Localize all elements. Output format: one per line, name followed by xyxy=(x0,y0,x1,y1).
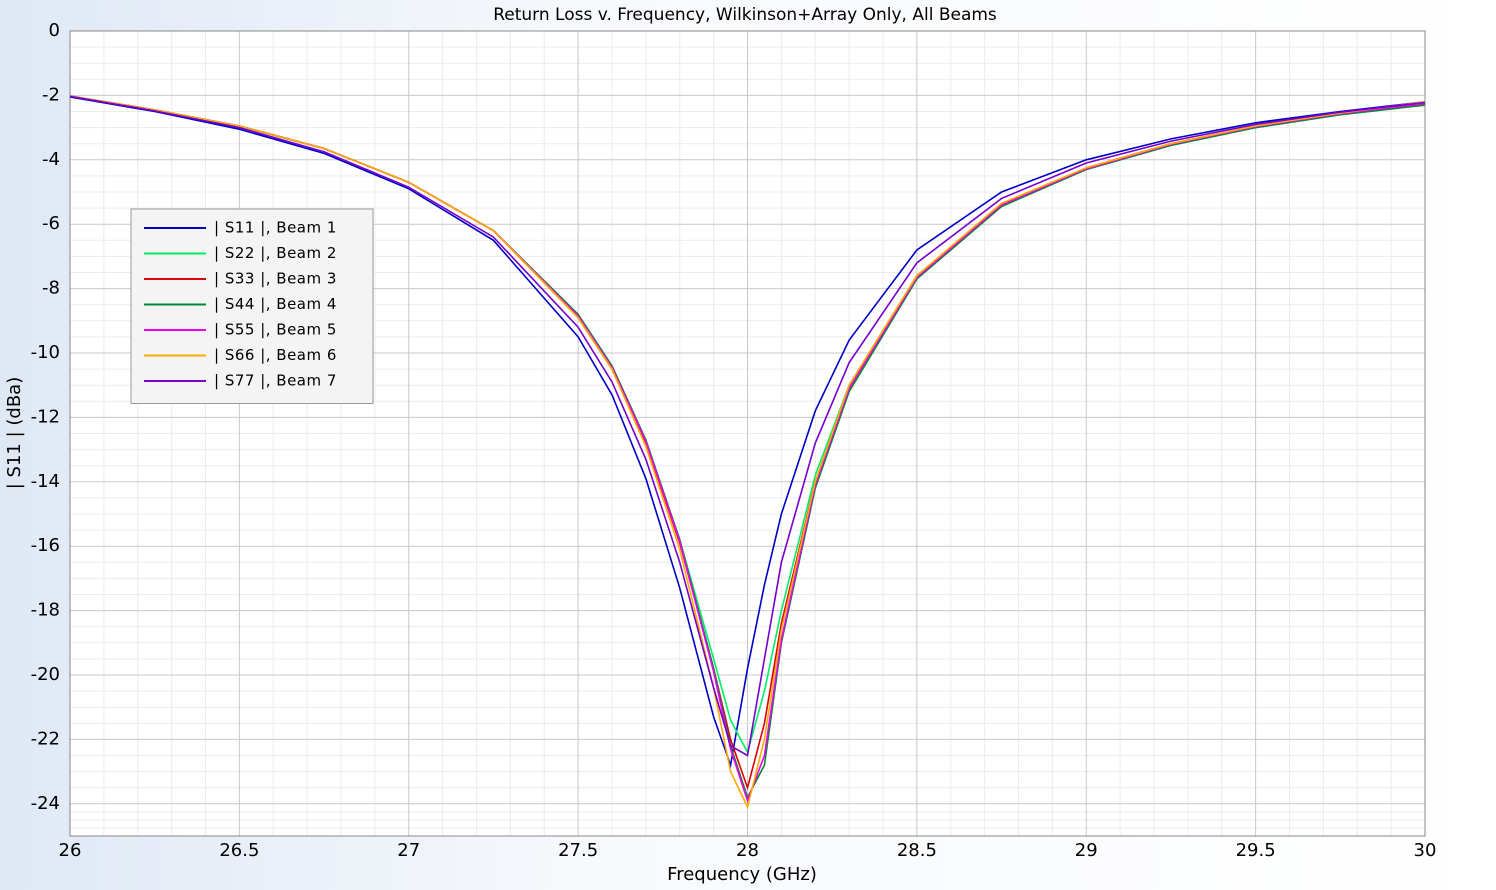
legend-label: | S66 |, Beam 6 xyxy=(214,346,337,364)
x-tick-label: 26.5 xyxy=(219,840,259,861)
x-tick-label: 26 xyxy=(59,840,82,861)
legend-label: | S22 |, Beam 2 xyxy=(214,244,337,262)
x-tick-label: 27 xyxy=(397,840,420,861)
y-tick-label: 0 xyxy=(49,20,60,41)
y-tick-label: -20 xyxy=(31,664,60,685)
x-tick-label: 29.5 xyxy=(1236,840,1276,861)
x-tick-label: 27.5 xyxy=(558,840,598,861)
legend-label: | S55 |, Beam 5 xyxy=(214,321,337,339)
legend-box xyxy=(130,208,374,404)
data-line xyxy=(69,95,1426,810)
y-tick-label: -8 xyxy=(42,278,60,299)
y-tick-label: -14 xyxy=(31,471,60,492)
y-tick-label: -10 xyxy=(31,342,60,363)
data-line xyxy=(69,96,1426,769)
y-tick-label: -12 xyxy=(31,406,60,427)
x-tick-label: 28 xyxy=(736,840,759,861)
y-tick-label: -22 xyxy=(31,728,60,749)
y-axis-label: | S11 | (dBa) xyxy=(4,377,25,489)
chart-title: Return Loss v. Frequency, Wilkinson+Arra… xyxy=(493,5,997,25)
x-tick-label: 28.5 xyxy=(897,840,937,861)
x-tick-label: 29 xyxy=(1075,840,1098,861)
legend-label: | S11 |, Beam 1 xyxy=(214,219,337,237)
y-tick-label: -6 xyxy=(42,213,60,234)
data-line xyxy=(69,95,1426,757)
legend-label: | S44 |, Beam 4 xyxy=(214,295,337,313)
y-tick-label: -18 xyxy=(31,600,60,621)
x-axis-label: Frequency (GHz) xyxy=(667,864,817,885)
x-tick-label: 30 xyxy=(1414,840,1437,861)
y-tick-label: -24 xyxy=(31,793,60,814)
legend-label: | S77 |, Beam 7 xyxy=(214,372,337,390)
y-tick-label: -2 xyxy=(42,84,60,105)
plot-frame xyxy=(69,30,1426,837)
y-tick-label: -4 xyxy=(42,149,60,170)
y-tick-label: -16 xyxy=(31,535,60,556)
legend-label: | S33 |, Beam 3 xyxy=(214,270,337,288)
